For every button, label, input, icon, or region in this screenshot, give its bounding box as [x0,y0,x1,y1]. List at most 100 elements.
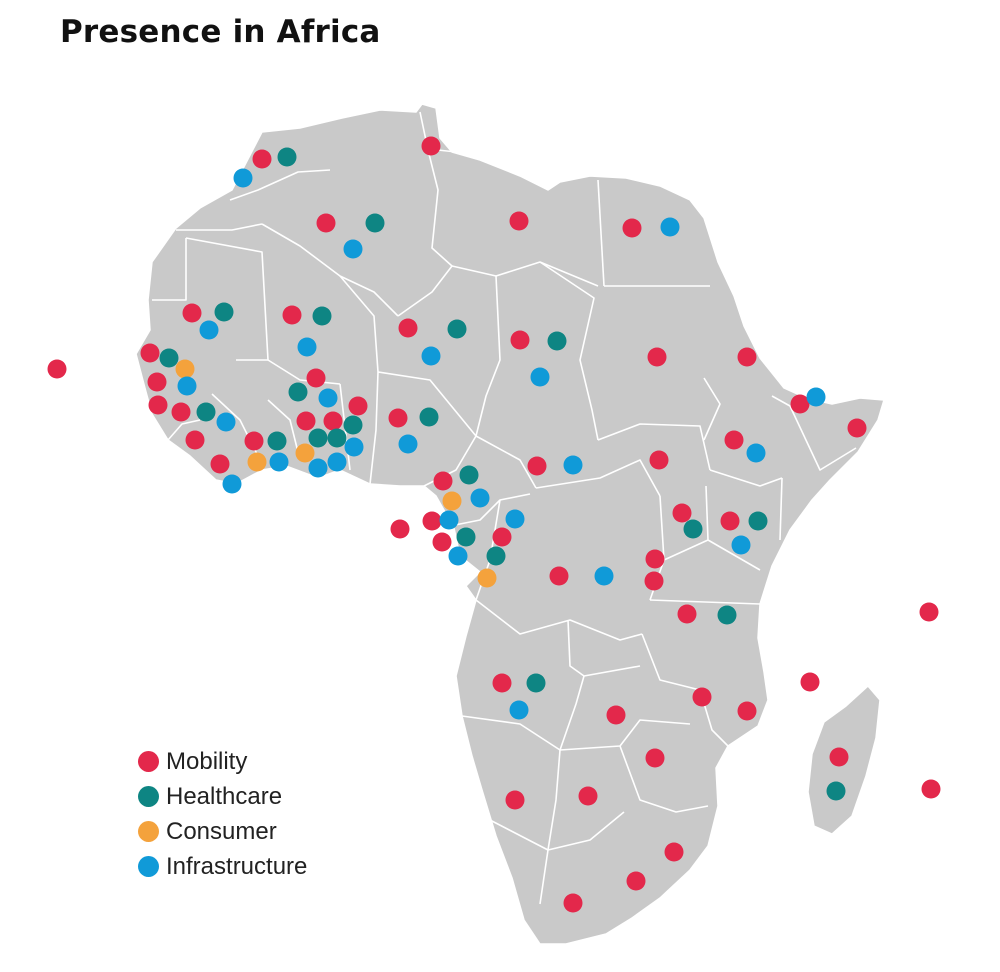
infrastructure-marker [297,337,317,357]
infrastructure-marker [470,488,490,508]
legend-item-consumer: Consumer [138,814,307,849]
mobility-marker [578,786,598,806]
mobility-marker [692,687,712,707]
infrastructure-marker [660,217,680,237]
healthcare-marker [267,431,287,451]
presence-markers [47,136,941,913]
healthcare-marker [419,407,439,427]
mobility-marker [563,893,583,913]
mobility-marker [282,305,302,325]
healthcare-marker [748,511,768,531]
mobility-marker [606,705,626,725]
infrastructure-marker [563,455,583,475]
mobility-marker [422,511,442,531]
mobility-marker [323,411,343,431]
mobility-marker [509,211,529,231]
consumer-marker [175,359,195,379]
mobility-marker [644,571,664,591]
mobility-marker [649,450,669,470]
mobility-marker [790,394,810,414]
infrastructure-marker [216,412,236,432]
healthcare-marker [486,546,506,566]
mobility-marker [829,747,849,767]
healthcare-marker [447,319,467,339]
mobility-marker [433,471,453,491]
mobility-marker [148,395,168,415]
infrastructure-marker [509,700,529,720]
healthcare-marker [456,527,476,547]
healthcare-marker [159,348,179,368]
mobility-marker [737,347,757,367]
infrastructure-marker [308,458,328,478]
mobility-marker [724,430,744,450]
healthcare-marker [196,402,216,422]
healthcare-marker [312,306,332,326]
healthcare-marker [365,213,385,233]
mobility-marker [847,418,867,438]
country-borders [152,111,857,905]
page-title: Presence in Africa [60,14,381,50]
infrastructure-marker [398,434,418,454]
infrastructure-marker [439,510,459,530]
infrastructure-marker [344,437,364,457]
mobility-marker [921,779,941,799]
consumer-dot-icon [138,821,159,842]
mobility-marker [647,347,667,367]
mobility-marker [390,519,410,539]
infrastructure-marker [731,535,751,555]
consumer-marker [477,568,497,588]
infrastructure-marker [177,376,197,396]
mobility-marker [316,213,336,233]
mobility-marker [622,218,642,238]
mobility-marker [296,411,316,431]
infrastructure-marker [233,168,253,188]
mobility-marker [492,527,512,547]
healthcare-marker [327,428,347,448]
mobility-marker [505,790,525,810]
mobility-marker [185,430,205,450]
mobility-marker [398,318,418,338]
mobility-marker [244,431,264,451]
mobility-marker [210,454,230,474]
mobility-dot-icon [138,751,159,772]
legend-label: Infrastructure [166,852,308,880]
mobility-marker [672,503,692,523]
mobility-marker [645,748,665,768]
healthcare-marker [683,519,703,539]
mobility-marker [626,871,646,891]
mobility-marker [677,604,697,624]
infrastructure-marker [318,388,338,408]
mobility-marker [140,343,160,363]
healthcare-marker [343,415,363,435]
legend-label: Mobility [166,747,248,775]
legend-label: Healthcare [166,782,283,810]
infrastructure-marker [594,566,614,586]
healthcare-marker [277,147,297,167]
mobility-marker [388,408,408,428]
mobility-marker [800,672,820,692]
infrastructure-marker [269,452,289,472]
mobility-marker [182,303,202,323]
healthcare-marker [526,673,546,693]
infrastructure-marker [448,546,468,566]
mobility-marker [664,842,684,862]
infrastructure-dot-icon [138,856,159,877]
legend-item-infrastructure: Infrastructure [138,849,307,884]
healthcare-marker [459,465,479,485]
mobility-marker [919,602,939,622]
healthcare-marker [214,302,234,322]
healthcare-marker [308,428,328,448]
infrastructure-marker [806,387,826,407]
infrastructure-marker [746,443,766,463]
mobility-marker [252,149,272,169]
legend-label: Consumer [166,817,277,845]
mobility-marker [645,549,665,569]
infrastructure-marker [343,239,363,259]
mobility-marker [348,396,368,416]
infrastructure-marker [530,367,550,387]
infrastructure-marker [421,346,441,366]
healthcare-marker [547,331,567,351]
mobility-marker [47,359,67,379]
healthcare-marker [288,382,308,402]
consumer-marker [295,443,315,463]
